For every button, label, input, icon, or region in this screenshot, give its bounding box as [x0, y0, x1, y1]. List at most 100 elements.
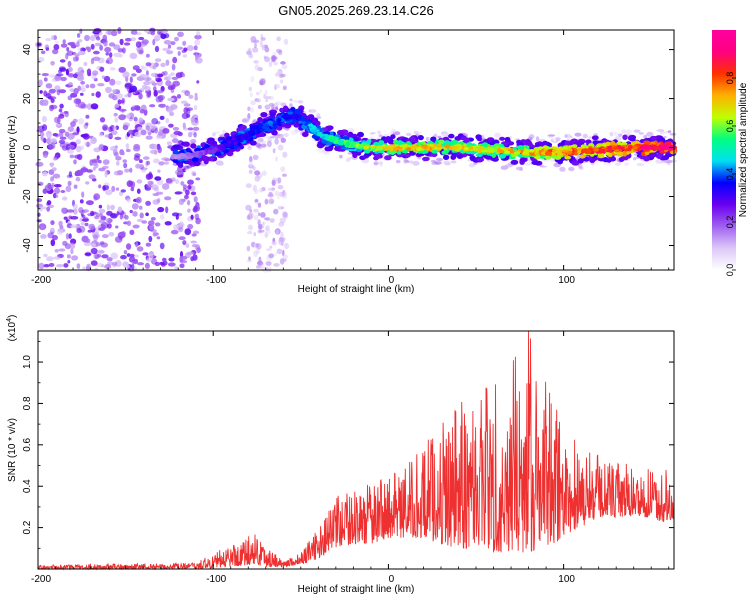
ridge-blob: [621, 155, 629, 161]
noise-blob: [175, 169, 183, 176]
noise-blob: [110, 204, 115, 210]
noise-blob: [174, 36, 179, 42]
ridge-blob: [276, 118, 282, 122]
noise-blob: [95, 212, 100, 218]
ridge-blob: [388, 150, 396, 155]
noise-blob: [114, 103, 120, 109]
noise-blob: [117, 170, 124, 176]
noise-blob: [60, 43, 68, 48]
burst-blob: [260, 44, 265, 49]
burst-blob: [250, 76, 255, 83]
noise-blob: [117, 99, 122, 105]
ridge-blob: [291, 113, 297, 117]
noise-blob: [105, 60, 110, 64]
x-tick-label: -100: [206, 275, 226, 286]
noise-blob: [148, 235, 153, 243]
ridge-blob: [369, 145, 375, 149]
ridge-blob: [589, 158, 596, 163]
noise-blob: [39, 206, 43, 212]
ridge-blob: [271, 120, 278, 125]
noise-blob: [193, 132, 197, 138]
noise-blob: [187, 223, 194, 230]
ridge-blob: [476, 157, 485, 162]
noise-blob: [138, 36, 145, 41]
burst-blob: [268, 191, 273, 197]
noise-blob: [192, 126, 200, 131]
halo-blob: [656, 129, 665, 132]
noise-blob: [66, 47, 70, 52]
noise-blob: [81, 191, 85, 198]
ridge-blob: [476, 137, 482, 142]
noise-blob: [66, 149, 74, 154]
burst-blob: [258, 264, 262, 269]
noise-blob: [129, 209, 133, 214]
noise-blob: [96, 155, 100, 160]
noise-blob: [184, 90, 191, 97]
noise-blob: [193, 196, 198, 203]
ridge-blob: [544, 155, 552, 160]
noise-blob: [51, 138, 57, 144]
noise-blob: [39, 132, 45, 137]
burst-blob: [249, 92, 253, 98]
ridge-blob: [172, 144, 181, 149]
halo-blob: [308, 109, 317, 113]
noise-blob: [144, 86, 151, 91]
burst-blob: [249, 209, 253, 213]
noise-blob: [158, 161, 165, 166]
ridge-blob: [577, 158, 584, 164]
noise-blob: [70, 216, 79, 220]
ridge-blob: [524, 148, 529, 153]
noise-blob: [123, 42, 131, 46]
burst-blob: [283, 242, 290, 250]
y-tick-label: 0.8: [22, 396, 33, 410]
burst-blob: [280, 231, 284, 239]
noise-blob: [75, 55, 80, 62]
halo-blob: [316, 113, 321, 118]
noise-blob: [110, 30, 118, 37]
noise-blob: [119, 38, 124, 46]
noise-blob: [81, 214, 86, 219]
ridge-blob: [513, 151, 521, 155]
noise-blob: [40, 50, 46, 55]
halo-blob: [442, 160, 450, 165]
noise-blob: [52, 133, 58, 137]
ridge-blob: [491, 153, 496, 159]
halo-blob: [468, 163, 476, 168]
ridge-blob: [199, 151, 204, 156]
ridge-blob: [206, 139, 214, 145]
noise-blob: [130, 37, 137, 42]
noise-blob: [46, 206, 51, 212]
halo-blob: [308, 109, 312, 113]
noise-blob: [160, 62, 166, 68]
halo-blob: [539, 165, 547, 168]
halo-blob: [663, 136, 667, 139]
burst-blob: [262, 221, 265, 229]
noise-blob: [45, 47, 50, 51]
halo-blob: [579, 165, 584, 170]
noise-blob: [48, 88, 56, 94]
noise-blob: [95, 91, 101, 98]
burst-blob: [253, 60, 259, 64]
noise-blob: [73, 73, 78, 79]
ridge-blob: [177, 163, 184, 168]
ridge-blob: [384, 155, 392, 161]
noise-blob: [42, 188, 48, 194]
ridge-blob: [498, 149, 505, 153]
noise-blob: [58, 248, 66, 252]
noise-blob: [53, 44, 60, 51]
noise-blob: [165, 80, 172, 87]
noise-blob: [141, 169, 146, 173]
ridge-blob: [490, 149, 495, 153]
burst-blob: [274, 137, 279, 145]
noise-blob: [53, 184, 62, 188]
burst-blob: [280, 137, 286, 143]
burst-blob: [253, 250, 259, 258]
noise-blob: [167, 97, 175, 102]
noise-blob: [76, 126, 80, 133]
halo-blob: [614, 162, 621, 166]
burst-blob: [255, 142, 261, 148]
burst-blob: [255, 249, 261, 254]
halo-blob: [241, 118, 250, 123]
noise-blob: [60, 190, 66, 193]
